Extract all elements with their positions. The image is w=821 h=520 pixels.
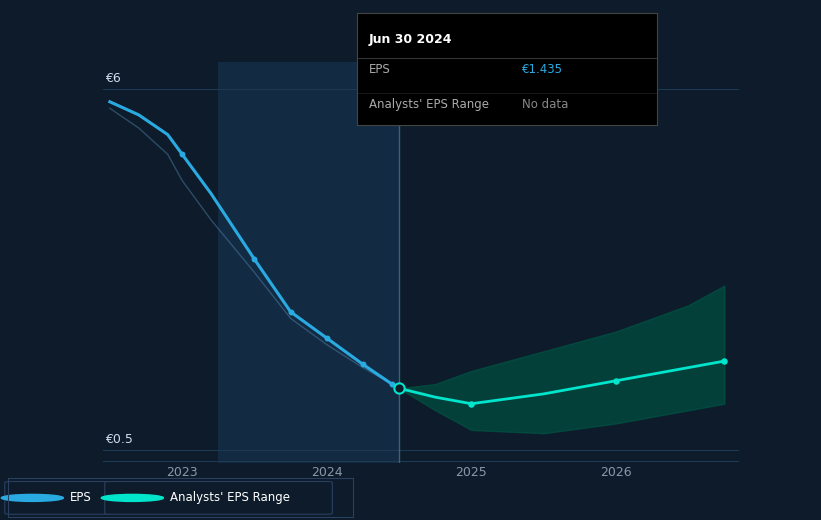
Text: Jun 30 2024: Jun 30 2024 bbox=[369, 33, 452, 46]
Point bbox=[609, 376, 622, 385]
Text: 2025: 2025 bbox=[456, 466, 487, 479]
Text: No data: No data bbox=[522, 98, 568, 111]
Bar bbox=[218, 62, 399, 463]
Circle shape bbox=[101, 495, 163, 501]
FancyBboxPatch shape bbox=[105, 482, 333, 514]
Point bbox=[320, 334, 333, 342]
Text: 2026: 2026 bbox=[600, 466, 632, 479]
Point bbox=[465, 399, 478, 408]
Text: Analysts' EPS Range: Analysts' EPS Range bbox=[369, 98, 489, 111]
Point bbox=[385, 380, 398, 388]
Point bbox=[284, 308, 297, 316]
Point bbox=[176, 150, 189, 159]
Text: Actual: Actual bbox=[357, 79, 397, 92]
Point bbox=[248, 255, 261, 264]
Text: EPS: EPS bbox=[369, 63, 391, 76]
FancyBboxPatch shape bbox=[5, 482, 112, 514]
Text: Analysts' EPS Range: Analysts' EPS Range bbox=[170, 491, 291, 504]
Point bbox=[718, 357, 731, 365]
Text: 2023: 2023 bbox=[167, 466, 198, 479]
Text: EPS: EPS bbox=[71, 491, 92, 504]
Text: 2024: 2024 bbox=[311, 466, 342, 479]
Circle shape bbox=[2, 495, 63, 501]
Text: €1.435: €1.435 bbox=[522, 63, 563, 76]
Point bbox=[356, 360, 369, 369]
Text: Analysts Forecasts: Analysts Forecasts bbox=[406, 79, 523, 92]
Text: €6: €6 bbox=[106, 72, 122, 85]
Text: €0.5: €0.5 bbox=[106, 433, 133, 446]
Point bbox=[392, 384, 406, 393]
